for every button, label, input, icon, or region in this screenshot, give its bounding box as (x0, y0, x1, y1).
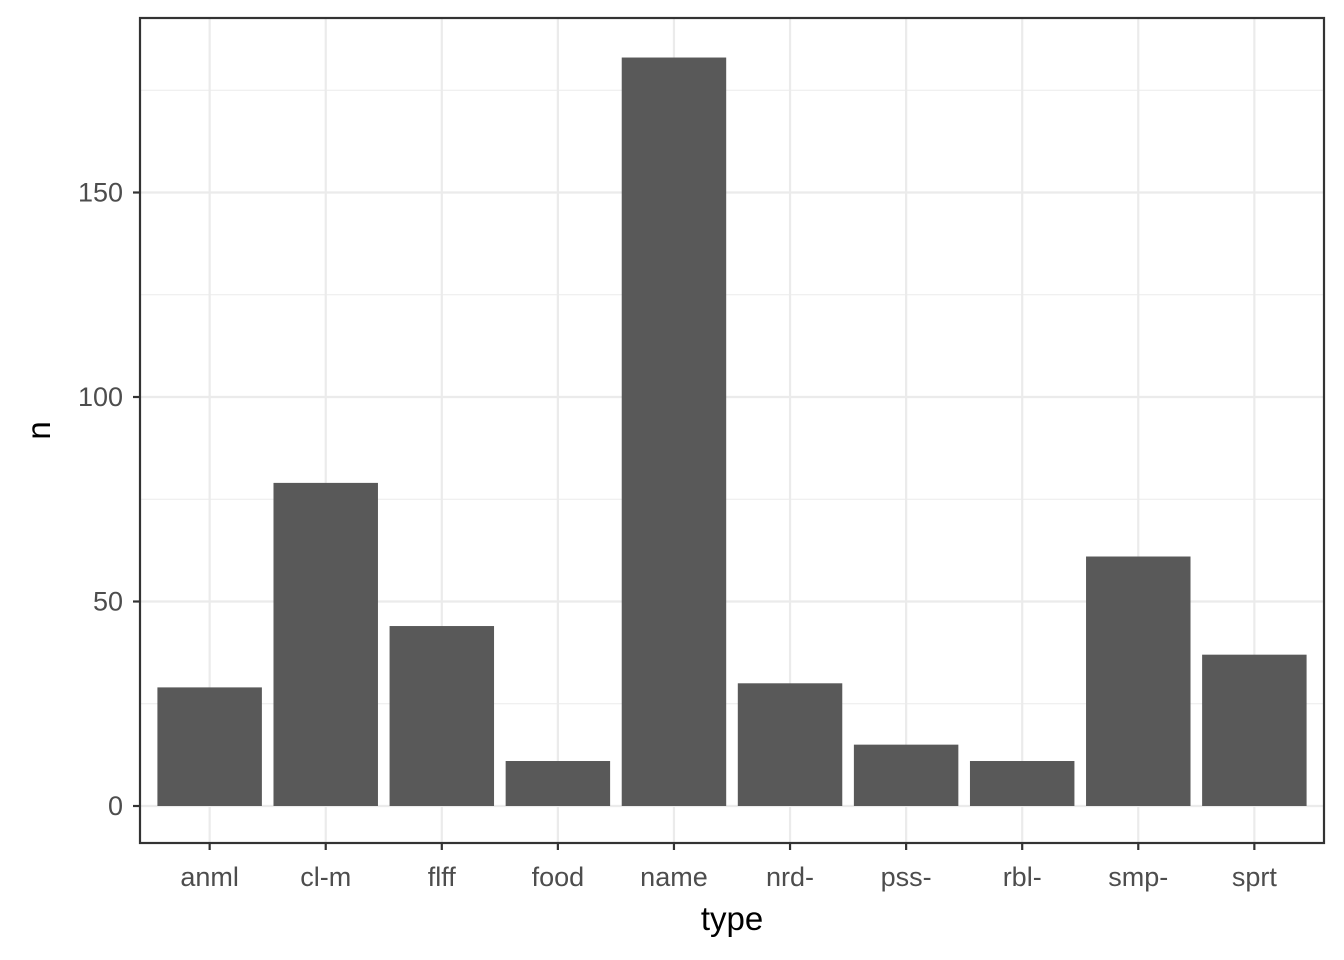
bar-nrd- (737, 683, 843, 806)
x-tick-label: sprt (1232, 862, 1278, 892)
y-tick-label: 100 (78, 382, 123, 412)
x-axis-title: type (701, 900, 763, 937)
y-tick-label: 150 (78, 178, 123, 208)
x-tick-label: nrd- (766, 862, 814, 892)
bar-food (505, 761, 611, 806)
x-tick-label: name (640, 862, 708, 892)
x-tick-label: flff (428, 862, 457, 892)
bar-pss- (853, 744, 959, 806)
bar-smp- (1086, 556, 1191, 806)
bar-sprt (1202, 654, 1307, 806)
x-axis: anml cl-m flff food name nrd-pss-rbl-smp-sprt (180, 843, 1277, 892)
x-tick-label: rbl- (1003, 862, 1042, 892)
bar-name (621, 57, 727, 806)
bar-cl-m (273, 482, 378, 806)
x-tick-label: cl-m (300, 862, 351, 892)
y-tick-label: 0 (108, 791, 123, 821)
x-tick-label: food (532, 862, 585, 892)
panel-border (138, 16, 1326, 845)
bar-anml (157, 687, 262, 806)
bars (157, 57, 1307, 806)
x-tick-label: pss- (881, 862, 932, 892)
x-tick-label: smp- (1108, 862, 1168, 892)
bar-rbl- (969, 761, 1075, 806)
x-tick-label: anml (180, 862, 239, 892)
y-tick-label: 50 (93, 587, 123, 617)
y-axis: 0 50 100 150 (78, 178, 140, 821)
bar-flff (389, 626, 495, 806)
y-axis-title: n (20, 421, 57, 439)
